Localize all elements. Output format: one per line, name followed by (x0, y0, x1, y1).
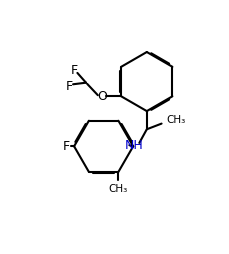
Text: O: O (97, 90, 106, 103)
Text: NH: NH (124, 139, 143, 152)
Text: CH₃: CH₃ (165, 115, 185, 125)
Text: F: F (71, 64, 78, 77)
Text: F: F (65, 80, 72, 93)
Text: CH₃: CH₃ (108, 184, 128, 194)
Text: F: F (62, 140, 69, 153)
